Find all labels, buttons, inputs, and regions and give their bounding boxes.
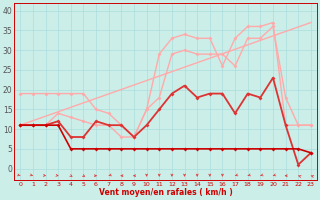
X-axis label: Vent moyen/en rafales ( km/h ): Vent moyen/en rafales ( km/h ) xyxy=(99,188,232,197)
